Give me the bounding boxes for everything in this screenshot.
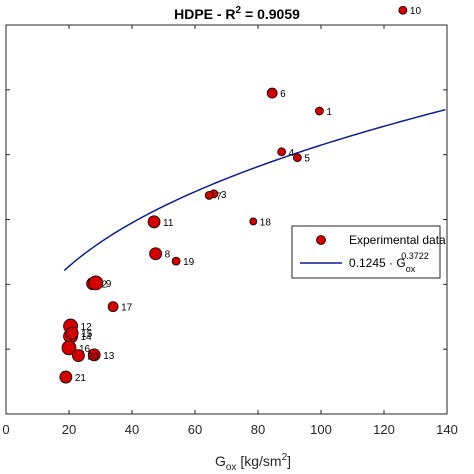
data-point-label-20: 20 <box>87 352 99 363</box>
data-point-18 <box>249 217 258 226</box>
x-axis-label: Gox [kg/sm2] <box>215 452 291 473</box>
legend-box <box>291 225 441 279</box>
data-point-label-10: 10 <box>410 6 422 17</box>
data-point-label-11: 11 <box>163 218 174 229</box>
data-point-11 <box>147 215 161 229</box>
x-tick-label: 140 <box>436 422 458 437</box>
plot-area <box>5 24 448 415</box>
data-point-label-14: 14 <box>81 332 93 343</box>
data-point-10 <box>398 5 408 15</box>
legend: Experimental data 0.1245 · Gox0.3722 <box>291 225 446 279</box>
legend-marker-experimental <box>316 235 326 245</box>
data-point-label-3: 3 <box>221 190 227 201</box>
data-point-7 <box>204 190 214 200</box>
fit-layer <box>63 108 446 272</box>
data-point-label-18: 18 <box>260 217 272 228</box>
data-point-label-1: 1 <box>326 107 332 118</box>
x-tick-label: 0 <box>2 422 9 437</box>
data-point-6 <box>266 87 278 99</box>
data-point-17 <box>107 301 119 313</box>
data-point-9 <box>88 275 104 291</box>
data-point-label-2: 2 <box>102 280 108 291</box>
data-point-label-6: 6 <box>280 89 286 100</box>
data-point-label-21: 21 <box>75 373 87 384</box>
chart-title: HDPE - R2 = 0.9059 <box>174 5 300 22</box>
data-point-19 <box>171 256 181 266</box>
data-point-4 <box>277 147 287 157</box>
data-point-5 <box>292 153 302 163</box>
data-point-13 <box>87 348 101 362</box>
data-point-label-15: 15 <box>81 329 93 340</box>
data-point-16 <box>61 340 77 356</box>
x-tick-label: 60 <box>188 422 202 437</box>
data-point-label-4: 4 <box>289 148 295 159</box>
data-point-label-16: 16 <box>79 344 91 355</box>
x-tick-label: 120 <box>373 422 395 437</box>
legend-label-fit: 0.1245 · Gox0.3722 <box>349 251 429 274</box>
data-point-label-12: 12 <box>81 322 93 333</box>
data-point-20 <box>72 349 85 363</box>
data-point-8 <box>149 247 163 261</box>
data-point-label-19: 19 <box>183 257 195 268</box>
axis-ticks: 0 20 40 60 80 100 120 140 <box>2 24 458 437</box>
legend-label-experimental: Experimental data <box>349 233 446 247</box>
data-point-label-8: 8 <box>165 250 171 261</box>
data-point-1 <box>315 106 324 116</box>
data-point-label-17: 17 <box>121 303 133 314</box>
data-point-label-7: 7 <box>216 191 222 202</box>
data-point-label-5: 5 <box>304 154 310 165</box>
fit-curve <box>63 108 446 272</box>
data-point-label-13: 13 <box>103 351 115 362</box>
x-tick-label: 20 <box>62 422 76 437</box>
x-tick-label: 80 <box>251 422 265 437</box>
x-tick-label: 100 <box>310 422 332 437</box>
x-tick-label: 40 <box>125 422 139 437</box>
data-point-15 <box>65 326 79 340</box>
data-point-21 <box>59 370 73 384</box>
plot-frame <box>5 24 448 415</box>
data-point-label-9: 9 <box>106 279 112 290</box>
title-superscript: 2 <box>236 5 242 16</box>
